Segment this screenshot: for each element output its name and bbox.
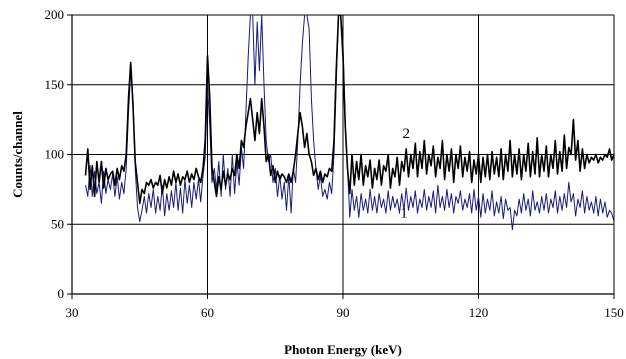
series-lines [84, 15, 614, 231]
y-tick-label: 0 [58, 286, 65, 301]
x-tick-label: 120 [469, 305, 489, 320]
series-2-line [84, 15, 614, 205]
y-axis-title: Counts/channel [10, 111, 25, 198]
axes [71, 15, 614, 295]
series-label-2: 2 [402, 126, 410, 142]
x-tick-label: 150 [604, 305, 624, 320]
y-tick-label: 200 [45, 7, 65, 22]
series-annotations: 12 [400, 126, 410, 222]
series-label-1: 1 [400, 205, 408, 221]
x-tick-label: 30 [66, 305, 79, 320]
y-tick-label: 150 [45, 77, 65, 92]
x-tick-label: 60 [201, 305, 214, 320]
x-axis-title: Photon Energy (keV) [284, 342, 402, 357]
series-1-line [85, 15, 614, 231]
y-tick-label: 100 [45, 147, 65, 162]
y-tick-label: 50 [51, 216, 64, 231]
tick-labels: 0 50 100 150 200 30 60 90 120 150 [45, 7, 624, 320]
x-tick-label: 90 [337, 305, 350, 320]
